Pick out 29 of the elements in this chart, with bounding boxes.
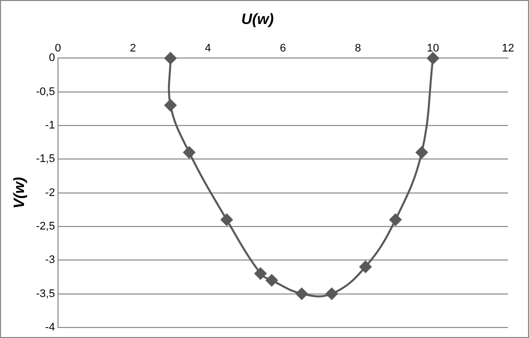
x-tick-label: 10 xyxy=(426,42,440,55)
point xyxy=(254,268,266,280)
y-tick-label: -3 xyxy=(45,254,55,266)
y-tick-label: -1,5 xyxy=(36,153,55,166)
point xyxy=(164,99,176,112)
x-tick-label: 12 xyxy=(502,42,514,55)
y-tick-label: -0,5 xyxy=(36,86,55,98)
point xyxy=(426,52,439,64)
point xyxy=(183,146,196,158)
y-tick-label: -2,5 xyxy=(36,220,55,232)
x-tick-label: 8 xyxy=(354,42,362,55)
y-axis-title: V(w) xyxy=(11,176,28,209)
point xyxy=(296,288,308,300)
chart-title: U(w) xyxy=(241,11,274,28)
y-tick-label: 0 xyxy=(48,52,55,64)
y-tick-label: -4 xyxy=(45,321,55,334)
point xyxy=(220,214,233,226)
point xyxy=(164,52,176,64)
point xyxy=(266,274,278,286)
y-tick-label: -3,5 xyxy=(36,288,55,300)
x-tick-label: 2 xyxy=(130,42,136,55)
point xyxy=(359,260,372,273)
point xyxy=(326,288,338,300)
x-tick-label: 4 xyxy=(204,42,212,55)
y-tick-label: -2 xyxy=(45,186,55,199)
point xyxy=(416,146,428,158)
point xyxy=(389,214,402,226)
y-tick-label: -1 xyxy=(45,120,55,132)
x-tick-label: 6 xyxy=(280,42,286,55)
